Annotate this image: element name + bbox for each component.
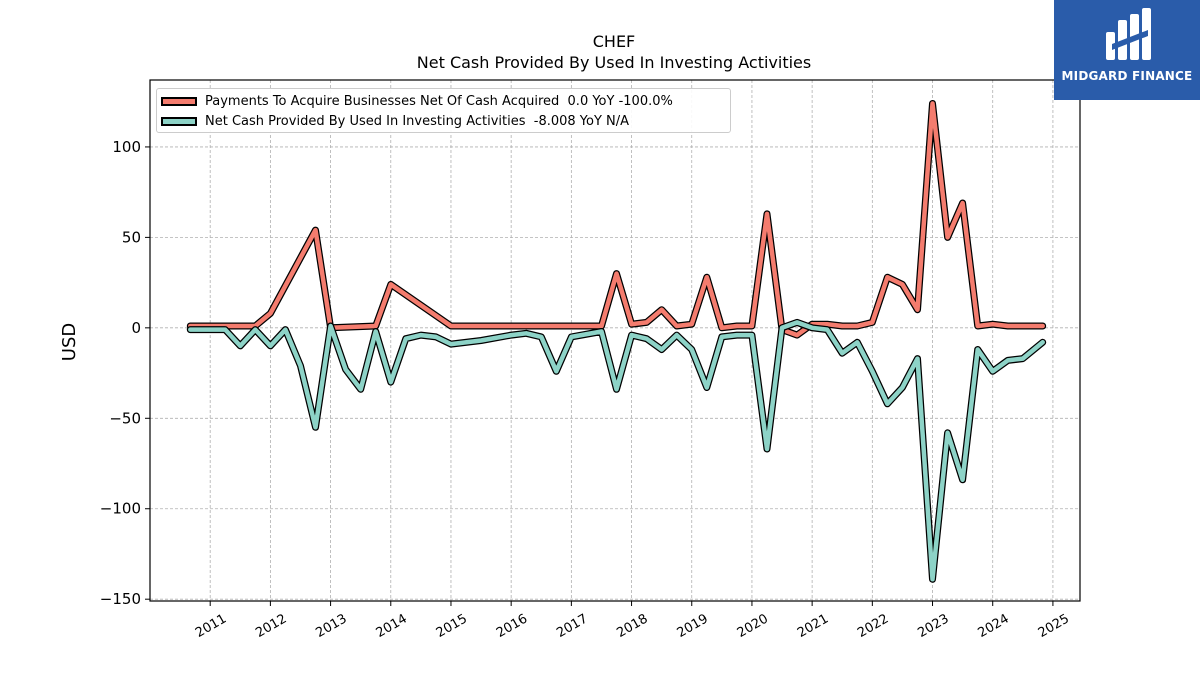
legend-swatch-net-cash <box>161 116 197 126</box>
x-tick-label: 2025 <box>1036 611 1072 641</box>
legend-label-net-cash: Net Cash Provided By Used In Investing A… <box>205 113 630 129</box>
y-tick-label: −50 <box>109 409 141 427</box>
x-tick-label: 2011 <box>193 611 229 641</box>
x-tick-label: 2015 <box>434 611 470 641</box>
x-tick-label: 2012 <box>253 611 289 641</box>
x-tick-label: 2024 <box>976 611 1012 641</box>
legend-item: Net Cash Provided By Used In Investing A… <box>161 112 629 130</box>
x-tick-label: 2022 <box>855 611 891 641</box>
y-tick-label: 0 <box>131 319 141 337</box>
legend-swatch-payments <box>161 96 197 106</box>
legend-label-payments: Payments To Acquire Businesses Net Of Ca… <box>205 93 673 109</box>
logo-text: MIDGARD FINANCE <box>1061 69 1193 83</box>
midgard-finance-logo: MIDGARD FINANCE <box>1054 0 1200 100</box>
y-tick-label: 50 <box>122 228 141 246</box>
chart-subtitle: Net Cash Provided By Used In Investing A… <box>417 53 811 72</box>
x-tick-label: 2021 <box>795 611 831 641</box>
y-axis-label: USD <box>59 323 80 361</box>
x-tick-label: 2013 <box>313 611 349 641</box>
y-tick-label: −100 <box>100 500 141 518</box>
legend: Payments To Acquire Businesses Net Of Ca… <box>156 88 731 133</box>
series-outline-0 <box>186 100 1047 339</box>
plot-frame <box>149 79 1081 602</box>
legend-item: Payments To Acquire Businesses Net Of Ca… <box>161 92 673 110</box>
logo-mark-icon <box>1106 8 1151 60</box>
series-line-0 <box>188 101 1045 338</box>
x-tick-label: 2023 <box>915 611 951 641</box>
x-tick-label: 2020 <box>735 611 771 641</box>
x-tick-label: 2017 <box>554 611 590 641</box>
y-tick-label: −150 <box>100 590 141 608</box>
y-tick-label: 100 <box>112 138 141 156</box>
series-layer <box>186 100 1047 583</box>
x-tick-label: 2016 <box>494 611 530 641</box>
x-tick-label: 2018 <box>614 611 650 641</box>
chart-title: CHEF <box>593 32 636 51</box>
x-tick-label: 2019 <box>675 611 711 641</box>
series-line-1 <box>188 320 1045 582</box>
x-tick-label: 2014 <box>374 611 410 641</box>
